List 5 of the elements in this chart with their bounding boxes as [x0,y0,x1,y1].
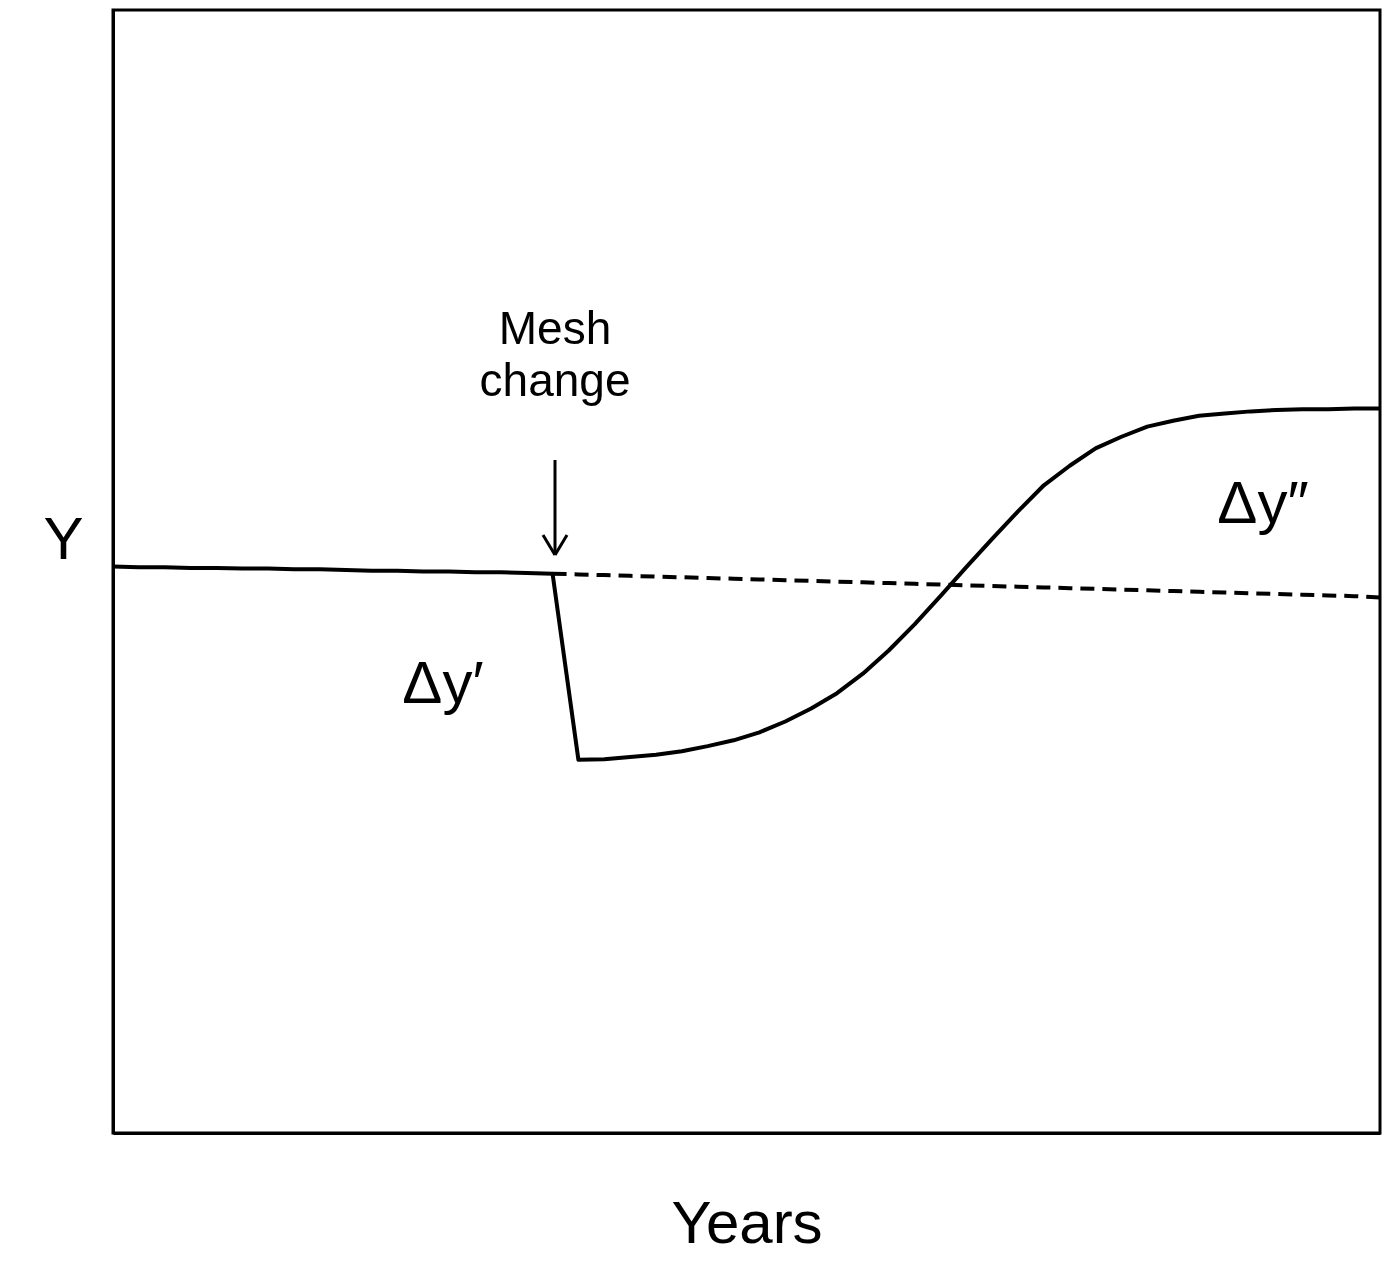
y-axis-title: Y [43,505,84,572]
annotation: Δy″ [1217,469,1309,536]
text: Mesh change [479,302,631,406]
annotation: Δy′ [402,649,484,716]
x-axis-title: Years [671,1188,823,1256]
